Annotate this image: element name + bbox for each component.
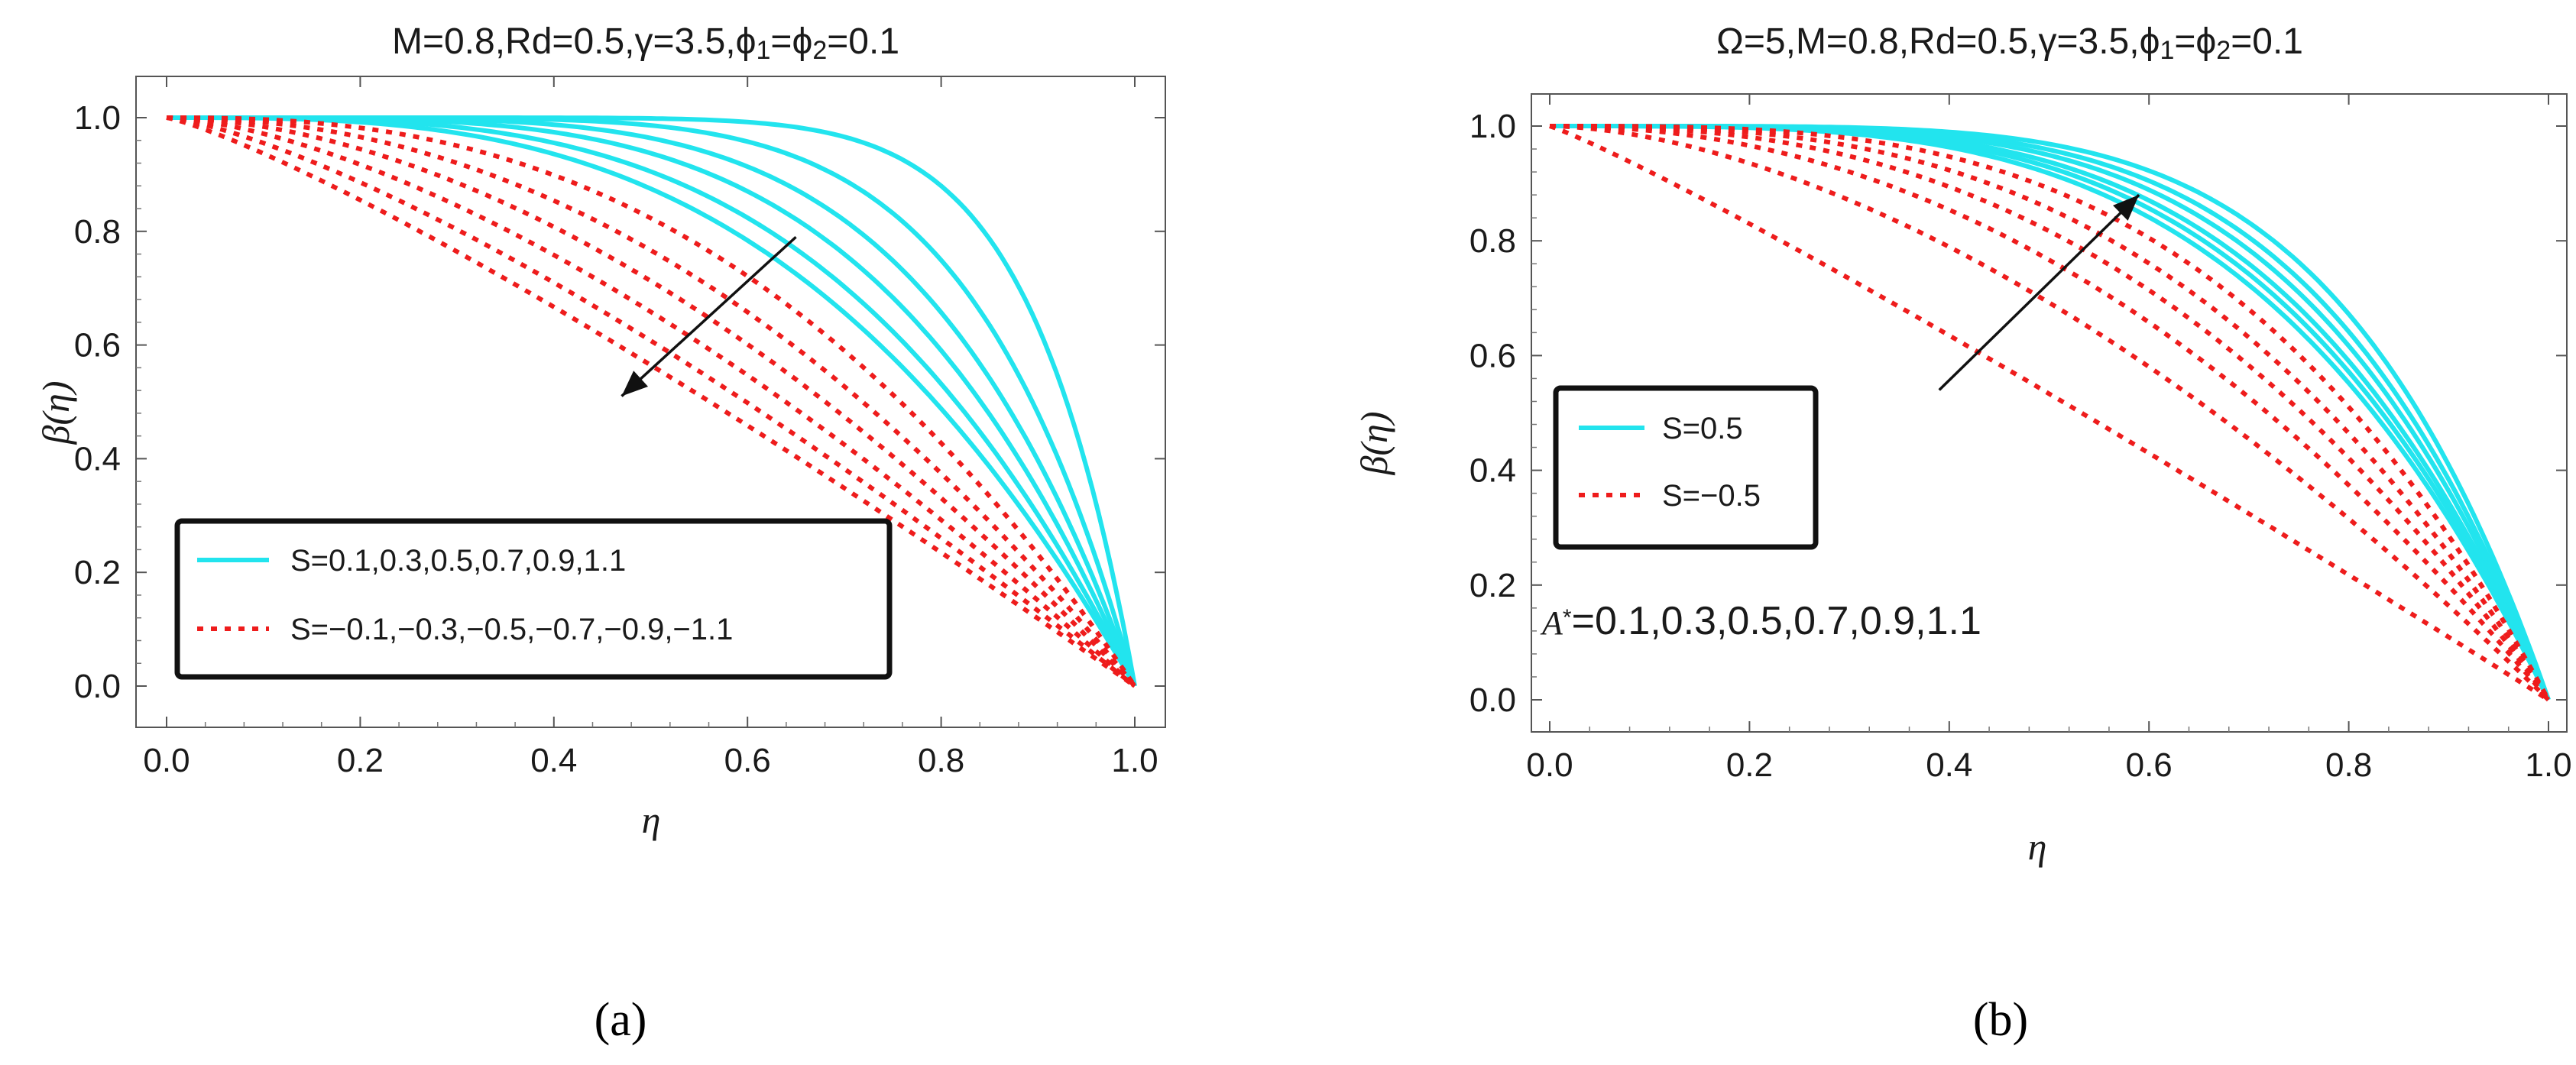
chart-title-suffix: =0.1 [827,21,899,62]
chart-panel-a: 0.0 0.0 0.2 0.2 0.4 0.4 0.6 0.6 0.8 0.8 1.0 1.0 M=0.… [34,21,1166,1046]
y-tick-label: 0.8 [74,213,121,251]
x-axis-label: η [2028,825,2047,868]
chart-title: Ω=5,M=0.8,Rd=0.5,γ=3.5,ϕ1=ϕ2=0.1 [1716,21,2303,65]
panel-caption: (b) [1973,994,2028,1046]
x-tick-label: 0.0 [143,742,190,779]
trend-arrow-head [621,371,649,397]
y-tick-label: 0.6 [1469,337,1516,374]
series-line-S--0.5-A-0.7 [1550,124,2551,701]
x-tick-label: 0.2 [337,742,384,779]
y-tick-label: 0.2 [74,554,121,591]
y-tick-label: 0.0 [1469,681,1516,719]
y-tick-label: 0.4 [74,440,121,477]
y-tick-label: 0.0 [74,668,121,705]
x-tick-label: 1.0 [1111,742,1158,779]
x-tick-label: 0.4 [530,742,577,779]
legend-entry-dotted: S=−0.1,−0.3,−0.5,−0.7,−0.9,−1.1 [290,613,733,646]
plot-frame [1531,93,2568,733]
chart-title-sub2: 2 [2216,36,2231,65]
chart-title: M=0.8,Rd=0.5,γ=3.5,ϕ1=ϕ2=0.1 [392,21,899,65]
chart-title-prefix: Ω=5,M=0.8,Rd=0.5,γ=3.5,ϕ [1716,21,2160,62]
panel-caption: (a) [595,994,647,1046]
series-line-S--0.9 [166,115,1136,688]
legend-entry-solid: S=0.5 [1662,412,1743,445]
trend-arrow-line [621,235,797,397]
series-line-S-1.1 [167,115,1137,687]
x-tick-label: 0.6 [724,742,771,779]
annotation-values: =0.1,0.3,0.5,0.7,0.9,1.1 [1572,599,1981,643]
series-line-S--0.5-A-0.5 [1550,124,2551,701]
series-line-S--0.5-A-1.1 [1550,124,2551,701]
x-axis-label: η [642,798,661,841]
y-tick-label: 0.8 [1469,222,1516,260]
chart-title-sub1: 1 [756,36,770,65]
series-line-S--0.1 [167,115,1137,688]
x-tick-label: 0.8 [2325,746,2372,784]
chart-title-mid: =ϕ [770,21,812,62]
chart-title-sub1: 1 [2160,36,2174,65]
chart-title-sub2: 2 [812,36,827,65]
x-tick-label: 1.0 [2525,746,2571,784]
trend-arrow-head [2113,195,2140,221]
plot-frame [135,76,1166,728]
series-line-S--0.5-A-0.1 [1549,124,2550,702]
legend-box [174,518,893,680]
annotation-superscript: * [1563,605,1572,630]
legend-entry-solid: S=0.1,0.3,0.5,0.7,0.9,1.1 [290,544,626,578]
x-tick-label: 0.0 [1526,746,1573,784]
y-tick-label: 0.6 [74,327,121,364]
chart-panel-b: 0.0 0.0 0.2 0.2 0.4 0.4 0.6 0.6 0.8 0.8 1.0 1.0 Ω=5,… [1353,21,2572,1046]
y-axis-label: β(η) [1353,411,1395,475]
x-tick-label: 0.2 [1726,746,1773,784]
legend-entry-dotted: S=−0.5 [1662,479,1761,513]
y-tick-label: 1.0 [1469,108,1516,145]
series-line-S--0.5-A-0.3 [1549,124,2551,702]
chart-title-suffix: =0.1 [2231,21,2303,62]
trend-arrow-line [1938,193,2140,391]
x-tick-label: 0.6 [2126,746,2173,784]
series-line-S--0.5 [166,115,1137,688]
y-tick-label: 1.0 [74,99,121,137]
parameter-annotation: A*=0.1,0.3,0.5,0.7,0.9,1.1 [1540,599,1981,643]
x-tick-label: 0.8 [918,742,964,779]
y-tick-label: 0.2 [1469,567,1516,604]
annotation-symbol: A [1540,604,1563,642]
chart-title-mid: =ϕ [2174,21,2216,62]
x-tick-label: 0.4 [1926,746,1972,784]
chart-title-prefix: M=0.8,Rd=0.5,γ=3.5,ϕ [392,21,757,62]
y-axis-label: β(η) [34,380,77,445]
series-line-S--0.7 [166,115,1137,688]
y-tick-label: 0.4 [1469,452,1516,490]
